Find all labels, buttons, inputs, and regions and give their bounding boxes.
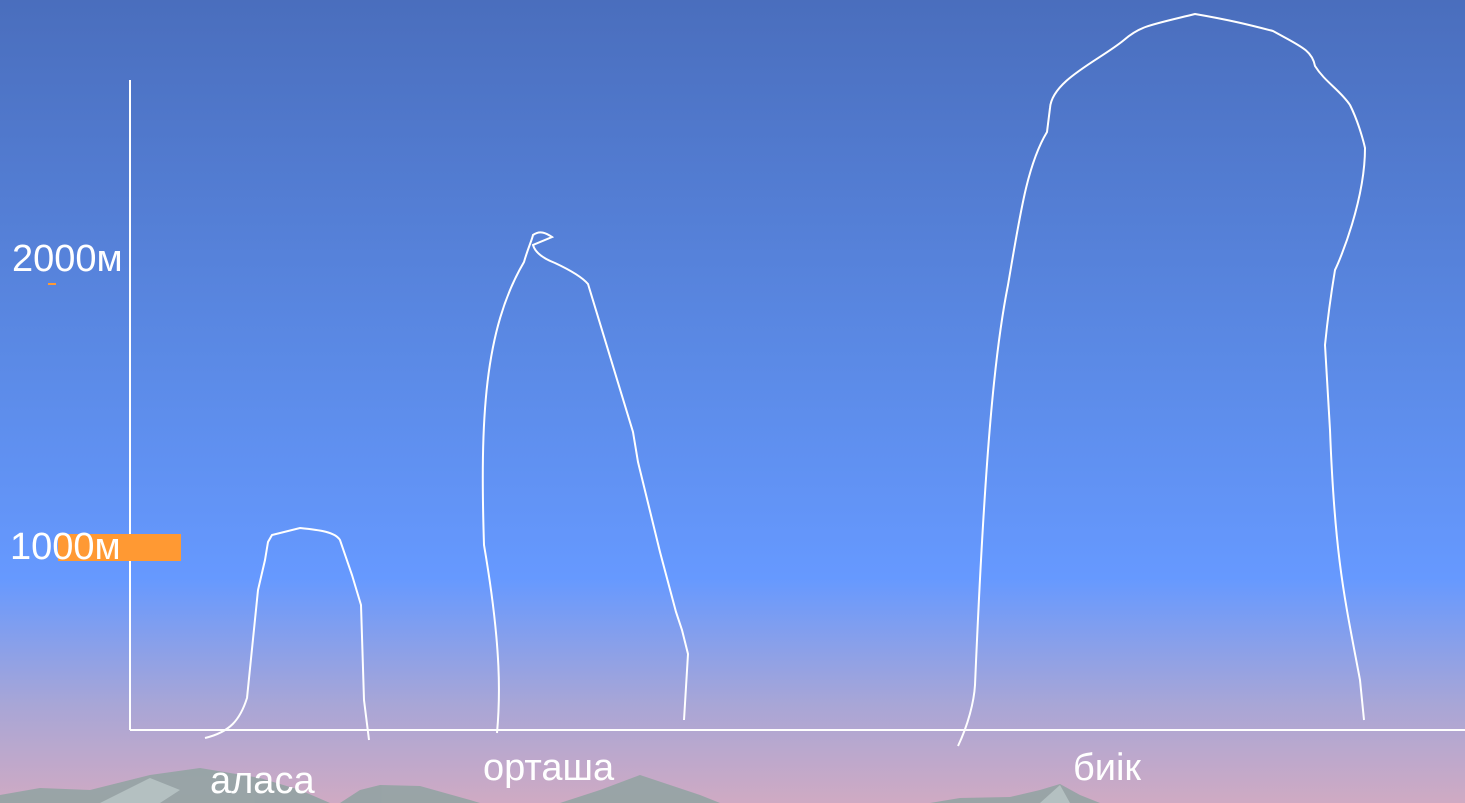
peak-label-biik: биік xyxy=(1073,747,1142,789)
peak-label-ortasha: орташа xyxy=(483,747,615,789)
peak-ortasha-outline xyxy=(481,231,690,734)
peak-biik-outline xyxy=(957,12,1367,747)
peak-label-alasa: аласа xyxy=(210,760,315,802)
peak-alasa-outline xyxy=(204,526,370,741)
marker-2000 xyxy=(48,283,56,285)
y-label-2000: 2000м xyxy=(12,238,123,280)
marker-1000 xyxy=(58,534,181,561)
y-label-1000: 1000м xyxy=(10,526,121,568)
